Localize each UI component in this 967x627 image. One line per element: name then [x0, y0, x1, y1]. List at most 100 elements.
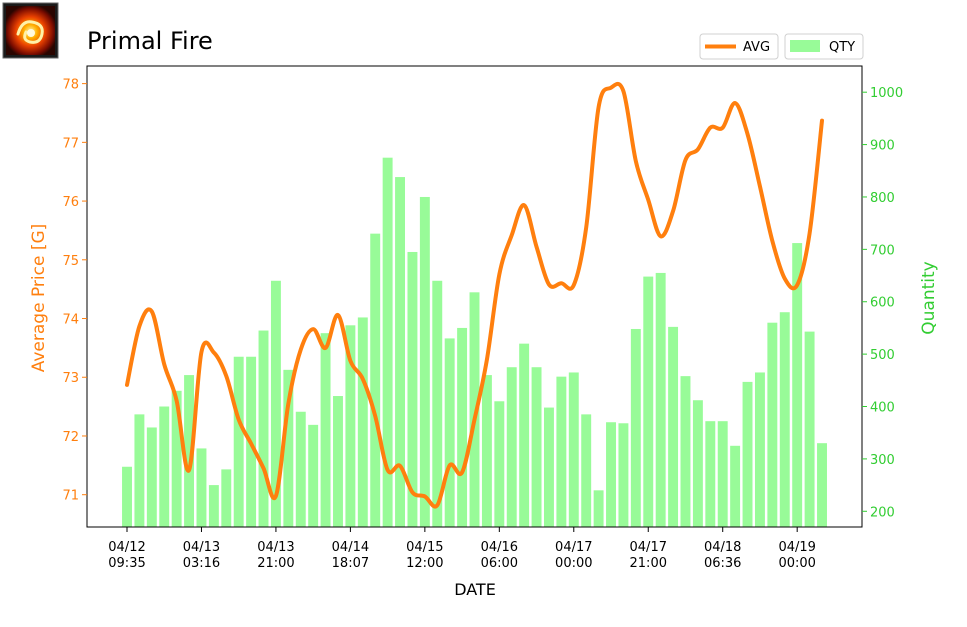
qty-bar [382, 157, 393, 527]
x-axis-tick-time: 21:00 [257, 556, 294, 571]
left-axis-tick-label: 77 [62, 136, 79, 151]
qty-bar [258, 330, 269, 527]
left-axis-label: Average Price [G] [29, 224, 49, 373]
qty-bar [432, 280, 443, 527]
qty-bar [531, 367, 542, 527]
avg-line [125, 81, 824, 509]
qty-bar [221, 469, 232, 528]
qty-bar [643, 276, 654, 527]
qty-bar [630, 328, 641, 527]
qty-bar [779, 312, 790, 527]
x-axis-tick-date: 04/19 [778, 540, 815, 555]
qty-bar [270, 280, 281, 527]
qty-bar [283, 369, 294, 527]
qty-bar [184, 375, 195, 527]
qty-bar [146, 427, 157, 527]
qty-bar [395, 177, 405, 527]
right-axis: 200 300 400 500 600 700 800 900 1000 [862, 86, 903, 520]
left-axis-tick-label: 72 [62, 430, 79, 445]
qty-bar [668, 326, 679, 527]
qty-bar [618, 423, 629, 527]
qty-bars [122, 157, 827, 528]
right-axis-tick-label: 900 [870, 139, 895, 154]
left-axis-tick-label: 75 [62, 254, 79, 269]
x-axis-tick-time: 03:16 [183, 556, 220, 571]
qty-bar [171, 390, 182, 527]
qty-bar [333, 396, 343, 527]
left-axis-tick-label: 76 [62, 195, 79, 210]
right-axis-label: Quantity [919, 261, 939, 334]
qty-bar [457, 327, 468, 527]
x-axis-tick-date: 04/14 [332, 540, 369, 555]
legend-qty-label: QTY [829, 40, 855, 55]
qty-bar [544, 407, 554, 527]
qty-bar [804, 331, 815, 527]
right-axis-tick-label: 300 [870, 453, 895, 468]
qty-bar [767, 322, 778, 527]
x-axis-tick-date: 04/17 [630, 540, 667, 555]
qty-bar [469, 292, 480, 527]
qty-bar [754, 372, 765, 527]
x-axis-tick-date: 04/13 [183, 540, 220, 555]
legend-item-avg[interactable]: AVG [699, 33, 779, 60]
x-axis-tick-time: 18:07 [332, 556, 369, 571]
qty-bar [519, 343, 530, 527]
qty-bar [792, 243, 803, 527]
x-axis-tick-date: 04/15 [406, 540, 443, 555]
right-axis-tick-label: 600 [870, 296, 895, 311]
qty-bar [357, 317, 368, 527]
x-axis-tick-time: 21:00 [630, 556, 667, 571]
left-axis: 71 72 73 74 75 76 77 78 [62, 78, 87, 504]
qty-bar [494, 401, 505, 527]
avg-line-layer [125, 81, 824, 509]
qty-bar [817, 443, 827, 527]
qty-bar [233, 356, 244, 527]
left-axis-tick-label: 73 [62, 371, 79, 386]
x-axis-tick-time: 00:00 [555, 556, 592, 571]
qty-bar [122, 466, 132, 527]
x-axis-tick-time: 12:00 [406, 556, 443, 571]
qty-bar [606, 422, 616, 527]
qty-bar [730, 445, 741, 527]
qty-bar [159, 406, 170, 527]
x-axis-tick-time: 06:36 [704, 556, 741, 571]
qty-bar [593, 490, 604, 527]
qty-bar [208, 485, 219, 527]
fire-crystal-icon [2, 2, 59, 59]
x-axis-tick-date: 04/13 [257, 540, 294, 555]
qty-bar [556, 376, 567, 527]
right-axis-tick-label: 1000 [870, 86, 903, 101]
qty-bar [419, 196, 430, 527]
legend-item-qty[interactable]: QTY [784, 33, 864, 60]
left-axis-tick-label: 78 [62, 78, 79, 93]
qty-bar [705, 421, 716, 527]
x-axis-tick-time: 09:35 [108, 556, 145, 571]
left-axis-tick-label: 71 [62, 489, 79, 504]
qty-bar [581, 414, 592, 527]
qty-bar [568, 372, 579, 527]
x-axis-tick-time: 00:00 [778, 556, 815, 571]
qty-bar [308, 424, 319, 527]
right-axis-tick-label: 500 [870, 348, 895, 363]
qty-bar [742, 381, 753, 527]
qty-bar [481, 375, 492, 527]
right-axis-tick-label: 200 [870, 505, 895, 520]
qty-bar [196, 448, 207, 527]
qty-bar [134, 414, 145, 527]
x-axis-tick-date: 04/12 [108, 540, 145, 555]
qty-bar [506, 367, 517, 527]
legend-avg-label: AVG [743, 40, 770, 55]
x-axis-tick-date: 04/17 [555, 540, 592, 555]
qty-bar [295, 411, 306, 527]
qty-bar [680, 376, 691, 527]
x-axis: 04/1209:3504/1303:1604/1321:0004/1418:07… [108, 527, 816, 571]
right-axis-tick-label: 800 [870, 191, 895, 206]
left-axis-tick-label: 74 [62, 313, 79, 328]
qty-bar [407, 251, 418, 527]
qty-bar [717, 421, 728, 527]
x-axis-tick-date: 04/16 [481, 540, 518, 555]
chart-title: Primal Fire [87, 27, 213, 55]
x-axis-label: DATE [454, 580, 496, 599]
plot-frame [86, 65, 863, 528]
